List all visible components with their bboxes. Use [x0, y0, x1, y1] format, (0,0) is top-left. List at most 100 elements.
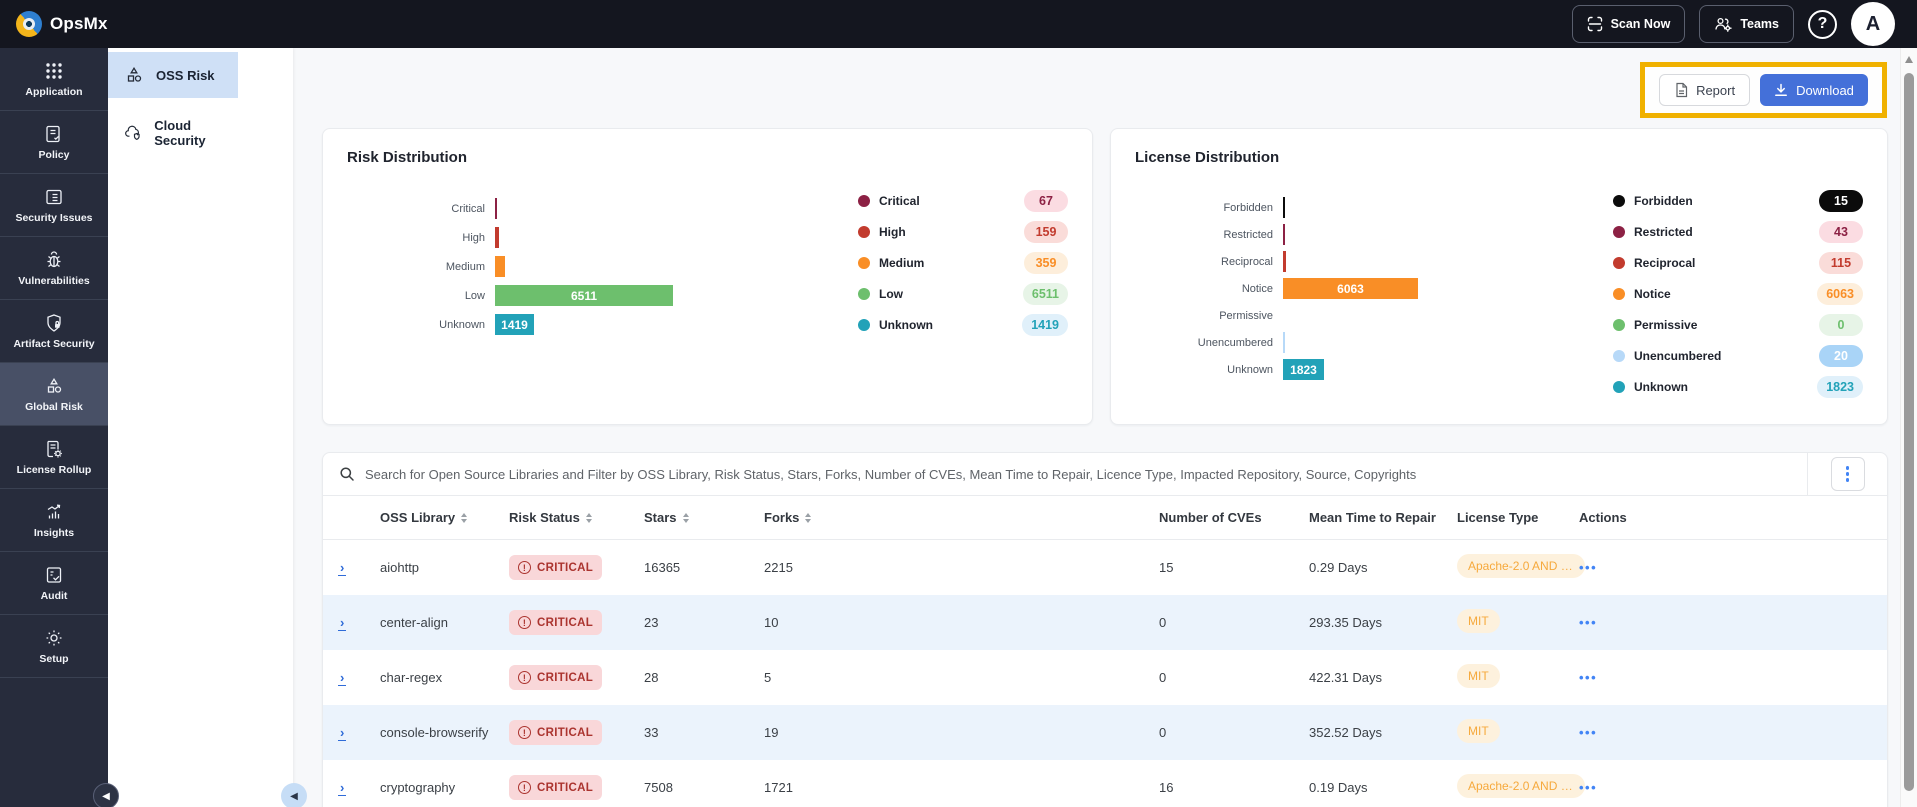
pdf-file-icon — [1676, 82, 1688, 98]
teams-button[interactable]: Teams — [1699, 5, 1794, 43]
sidebar-item-label: Application — [25, 85, 83, 98]
sidebar-collapse-button[interactable]: ◀ — [93, 783, 119, 807]
bar-category-label: Low — [464, 289, 485, 302]
row-expand-button[interactable]: › — [338, 669, 347, 686]
legend-count-badge: 6511 — [1022, 283, 1068, 305]
submenu-item-cloud-security[interactable]: Cloud Security — [108, 110, 238, 156]
sidebar-item-audit[interactable]: Audit — [0, 552, 108, 615]
help-button[interactable]: ? — [1808, 9, 1837, 39]
bar-row: Notice 6063 — [1135, 275, 1613, 302]
user-avatar[interactable]: A — [1851, 2, 1895, 46]
row-expand-button[interactable]: › — [338, 559, 347, 576]
download-button[interactable]: Download — [1760, 74, 1868, 106]
risk-status-badge: ! CRITICAL — [509, 665, 603, 690]
table-row: › cryptography ! CRITICAL 7508 1721 16 0.… — [323, 760, 1887, 807]
scan-now-button[interactable]: Scan Now — [1571, 5, 1686, 43]
bar-track: 1823 — [1283, 359, 1613, 380]
submenu-item-label: Cloud Security — [154, 118, 206, 148]
sidebar-item-security-issues[interactable]: Security Issues — [0, 174, 108, 237]
legend-label: Critical — [879, 194, 920, 208]
license-type-badge: Apache-2.0 AND BSD-3... — [1457, 774, 1585, 798]
submenu-collapse-button[interactable]: ◀ — [281, 783, 307, 807]
sidebar-item-artifact-security[interactable]: Artifact Security — [0, 300, 108, 363]
bar-category-label: Unencumbered — [1197, 336, 1273, 349]
sidebar-item-label: Audit — [40, 589, 68, 602]
sort-icon[interactable] — [585, 512, 592, 523]
table-row: › center-align ! CRITICAL 23 10 0 293.35 … — [323, 595, 1887, 650]
sidebar-item-license-rollup[interactable]: License Rollup — [0, 426, 108, 489]
column-header-forks[interactable]: Forks — [758, 510, 1153, 525]
scrollbar-up-arrow-icon[interactable] — [1905, 56, 1913, 63]
legend-count-badge: 159 — [1024, 221, 1068, 243]
legend-count-badge: 6063 — [1817, 283, 1863, 305]
sort-icon[interactable] — [682, 512, 689, 523]
brand-logo[interactable]: OpsMx — [16, 11, 108, 37]
legend-count-badge: 67 — [1024, 190, 1068, 212]
legend-row: Reciprocal 115 — [1613, 252, 1863, 274]
bar-rows: Critical High Medium Low 6511 Unknown 141… — [347, 180, 858, 345]
mttr-value: 422.31 Days — [1309, 670, 1382, 685]
row-actions-button[interactable]: ••• — [1579, 725, 1598, 740]
teams-icon — [1715, 17, 1732, 32]
row-expand-button[interactable]: › — [338, 779, 347, 796]
column-header-risk-status[interactable]: Risk Status — [503, 510, 638, 525]
bar-category-label: High — [462, 231, 485, 244]
sidebar-item-insights[interactable]: Insights — [0, 489, 108, 552]
row-actions-button[interactable]: ••• — [1579, 560, 1598, 575]
row-expand-button[interactable]: › — [338, 614, 347, 631]
doc-check-icon — [46, 566, 62, 583]
search-input[interactable] — [365, 466, 1807, 482]
bar-row: Unknown 1419 — [347, 310, 858, 339]
bar-row: Low 6511 — [347, 281, 858, 310]
sidebar-item-policy[interactable]: Policy — [0, 111, 108, 174]
stars-value: 28 — [644, 670, 659, 685]
bar-category-label: Forbidden — [1223, 201, 1273, 214]
license-type-badge: MIT — [1457, 719, 1500, 743]
mttr-value: 0.19 Days — [1309, 780, 1368, 795]
row-actions-button[interactable]: ••• — [1579, 670, 1598, 685]
library-name: char-regex — [380, 670, 443, 685]
table-row: › char-regex ! CRITICAL 28 5 0 422.31 Day… — [323, 650, 1887, 705]
legend-dot — [858, 288, 870, 300]
table-kebab-menu-button[interactable] — [1830, 457, 1865, 491]
policy-icon — [46, 125, 60, 142]
legend-row: Restricted 43 — [1613, 221, 1863, 243]
column-header-oss-library[interactable]: OSS Library — [368, 510, 503, 525]
report-label: Report — [1696, 82, 1736, 98]
cves-value: 0 — [1159, 670, 1167, 685]
row-expand-button[interactable]: › — [338, 724, 347, 741]
sort-icon[interactable] — [461, 512, 468, 523]
bar-row: High — [347, 223, 858, 252]
bar-category-label: Restricted — [1223, 228, 1273, 241]
report-button[interactable]: Report — [1659, 74, 1751, 106]
brand-name: OpsMx — [50, 14, 108, 33]
sidebar-item-setup[interactable]: Setup — [0, 615, 108, 678]
bar-track: 1419 — [495, 314, 858, 335]
legend-dot — [858, 257, 870, 269]
warning-icon: ! — [518, 726, 531, 739]
column-header-stars[interactable]: Stars — [638, 510, 758, 525]
sidebar-item-application[interactable]: Application — [0, 48, 108, 111]
security-issues-icon — [46, 189, 62, 204]
bar — [1283, 224, 1285, 245]
warning-icon: ! — [518, 616, 531, 629]
row-actions-button[interactable]: ••• — [1579, 615, 1598, 630]
sidebar-item-label: Global Risk — [25, 400, 83, 413]
scrollbar-thumb[interactable] — [1904, 73, 1914, 791]
legend-dot — [1613, 381, 1625, 393]
bar-row: Medium — [347, 252, 858, 281]
sidebar-item-vulnerabilities[interactable]: Vulnerabilities — [0, 237, 108, 300]
sort-icon[interactable] — [805, 512, 812, 523]
column-header-number-of-cves: Number of CVEs — [1159, 510, 1262, 525]
bar-row: Restricted — [1135, 221, 1613, 248]
forks-value: 1721 — [764, 780, 793, 795]
submenu-item-oss-risk[interactable]: OSS Risk — [108, 52, 238, 98]
bar — [1283, 251, 1286, 272]
bar-row: Unknown 1823 — [1135, 356, 1613, 383]
bar-track — [1283, 224, 1613, 245]
sidebar-item-global-risk[interactable]: Global Risk — [0, 363, 108, 426]
mttr-value: 352.52 Days — [1309, 725, 1382, 740]
vertical-scrollbar[interactable] — [1900, 48, 1917, 807]
legend-dot — [1613, 288, 1625, 300]
row-actions-button[interactable]: ••• — [1579, 780, 1598, 795]
